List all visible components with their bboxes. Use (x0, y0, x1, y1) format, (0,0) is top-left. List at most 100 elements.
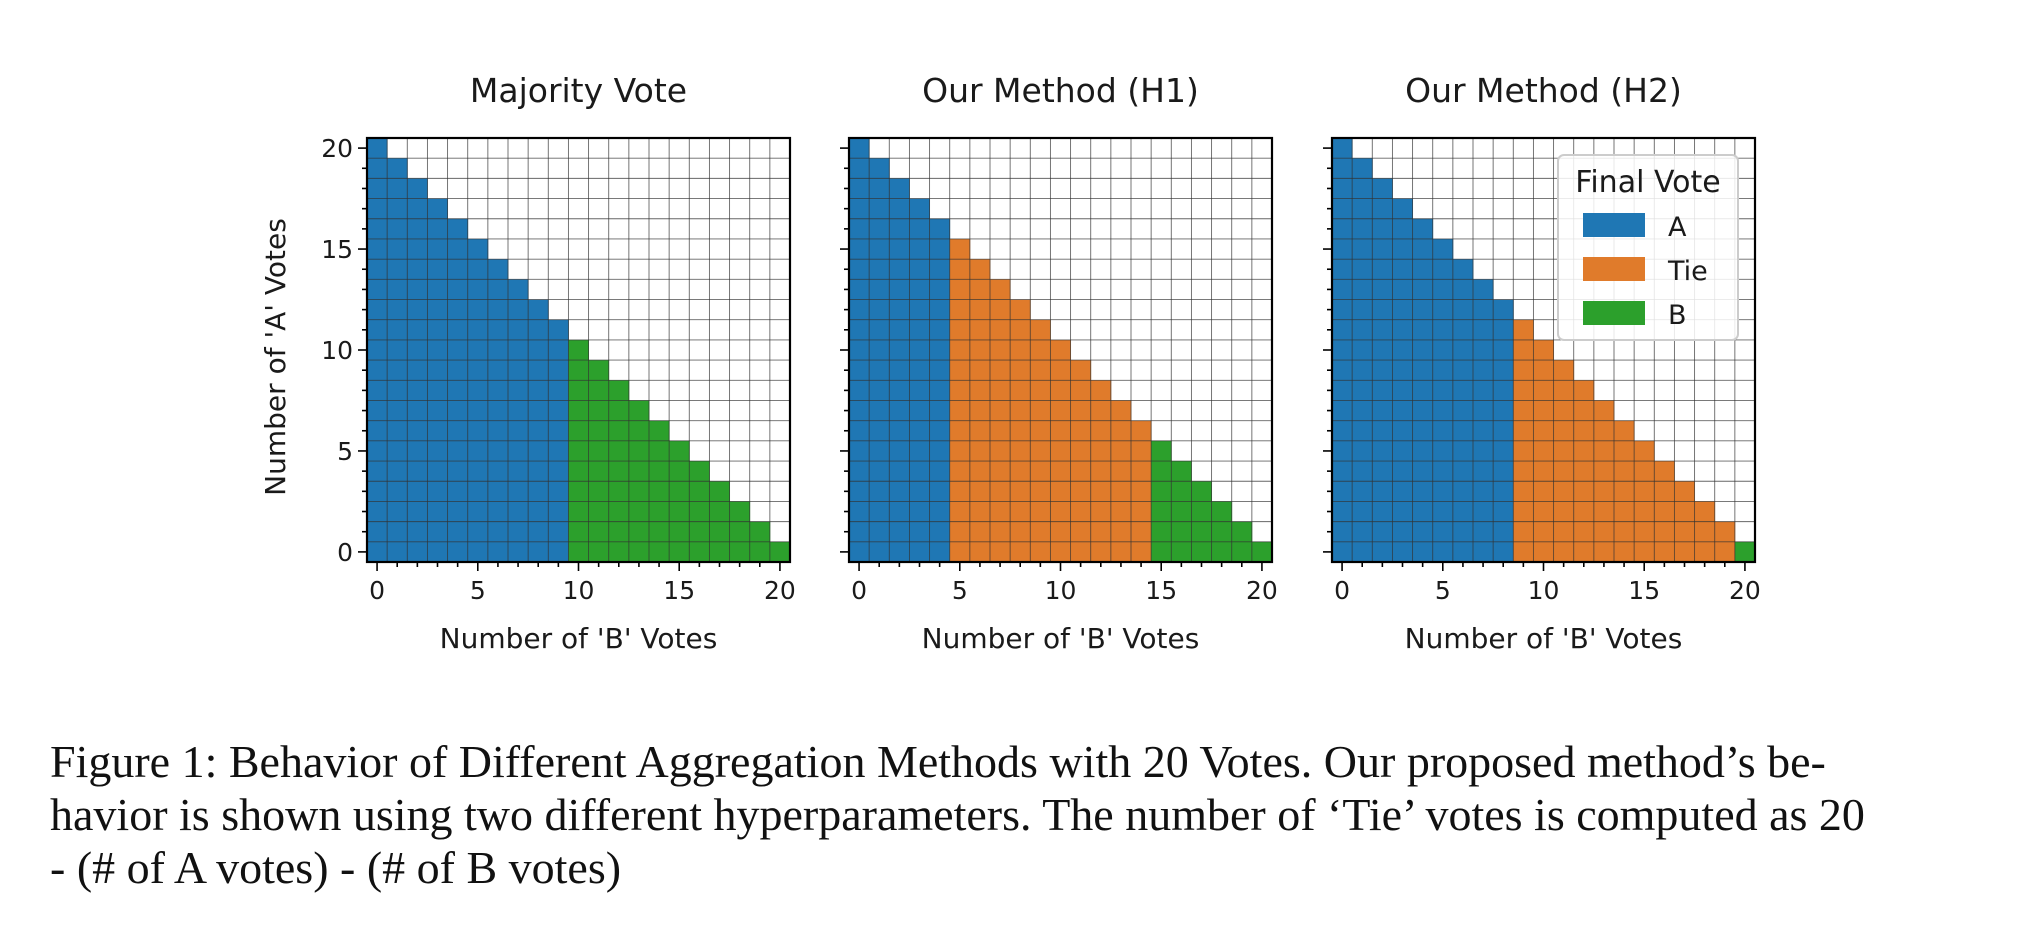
cell-a (387, 380, 408, 401)
panel-1: Majority Vote 0 5 10 15 20 Number of 'B' Votes… (321, 71, 796, 655)
cell-a (1372, 440, 1393, 462)
cell-tie (1674, 541, 1695, 563)
cell-a (447, 339, 469, 361)
cell-tie (949, 521, 971, 543)
cell-a (447, 218, 469, 240)
cell-a (387, 218, 408, 240)
cell-tie (1010, 380, 1031, 401)
cell-a (849, 481, 870, 502)
cell-a (367, 218, 388, 240)
x-axis-label: Number of 'B' Votes (440, 622, 718, 655)
cell-a (1352, 541, 1373, 563)
legend-label-a: A (1668, 212, 1687, 243)
cell-a (889, 339, 910, 361)
cell-tie (1050, 360, 1071, 381)
cell-a (447, 319, 469, 341)
cell-a (1412, 279, 1434, 300)
cell-a (849, 501, 870, 523)
cell-a (367, 521, 388, 543)
cell-a (849, 138, 870, 159)
cell-b (568, 339, 589, 361)
cell-tie (969, 400, 991, 422)
cell-a (1392, 218, 1413, 240)
cell-tie (1573, 501, 1595, 523)
cell-b (588, 481, 610, 502)
cell-a (508, 420, 529, 442)
cell-a (447, 440, 469, 462)
cell-tie (1573, 541, 1595, 563)
cell-a (929, 420, 951, 442)
cell-a (929, 400, 951, 422)
cell-tie (990, 400, 1011, 422)
cell-tie (949, 319, 971, 341)
cell-a (467, 521, 489, 543)
cell-a (1372, 360, 1393, 381)
cell-a (1352, 339, 1373, 361)
cell-tie (990, 299, 1011, 321)
cell-a (889, 178, 910, 199)
cell-a (387, 501, 408, 523)
cell-a (869, 158, 890, 179)
cell-a (849, 319, 870, 341)
cell-tie (1573, 521, 1595, 543)
y-tick-label: 5 (337, 437, 353, 466)
cell-a (909, 279, 930, 300)
cell-a (909, 541, 930, 563)
cell-a (909, 218, 930, 240)
cell-a (849, 360, 870, 381)
cell-a (1452, 319, 1474, 341)
cell-tie (1714, 521, 1736, 543)
cell-a (427, 380, 448, 401)
cell-a (407, 299, 428, 321)
cell-b (709, 521, 730, 543)
cell-a (909, 420, 930, 442)
cell-b (689, 541, 710, 563)
cell-tie (1090, 420, 1112, 442)
cell-a (869, 501, 890, 523)
cell-a (528, 461, 549, 482)
cell-tie (1090, 380, 1112, 401)
cell-a (1392, 238, 1413, 260)
cell-tie (1513, 461, 1534, 482)
cell-tie (1050, 400, 1071, 422)
cell-tie (1593, 541, 1615, 563)
cell-b (588, 400, 610, 422)
cell-a (1392, 420, 1413, 442)
cell-a (367, 461, 388, 482)
cell-a (1372, 178, 1393, 199)
cell-b (628, 420, 650, 442)
cell-b (689, 501, 710, 523)
cell-tie (1030, 440, 1051, 462)
cell-a (889, 440, 910, 462)
cell-b (669, 501, 690, 523)
cell-a (869, 198, 890, 220)
cell-a (528, 339, 549, 361)
cell-a (1352, 158, 1373, 179)
cell-b (709, 481, 730, 502)
cell-a (889, 279, 910, 300)
cell-a (849, 198, 870, 220)
cell-b (649, 521, 670, 543)
cell-tie (949, 420, 971, 442)
cell-a (508, 521, 529, 543)
cell-a (909, 339, 930, 361)
cell-tie (1050, 380, 1071, 401)
cell-a (1473, 521, 1494, 543)
cell-a (487, 461, 509, 482)
cell-a (1392, 501, 1413, 523)
cell-a (889, 481, 910, 502)
cell-a (1332, 541, 1353, 563)
cell-a (1412, 380, 1434, 401)
cell-tie (1090, 440, 1112, 462)
cell-a (1392, 521, 1413, 543)
cell-tie (949, 238, 971, 260)
panel-title: Our Method (H2) (1405, 71, 1682, 110)
cell-a (447, 299, 469, 321)
cell-a (1452, 501, 1474, 523)
cell-a (407, 360, 428, 381)
cell-tie (969, 259, 991, 280)
cell-tie (969, 541, 991, 563)
cell-tie (1090, 521, 1112, 543)
x-tick-label: 10 (1528, 576, 1560, 605)
panel-2: Our Method (H1) 0 5 10 15 20 Number of 'B' Vot… (840, 71, 1278, 655)
